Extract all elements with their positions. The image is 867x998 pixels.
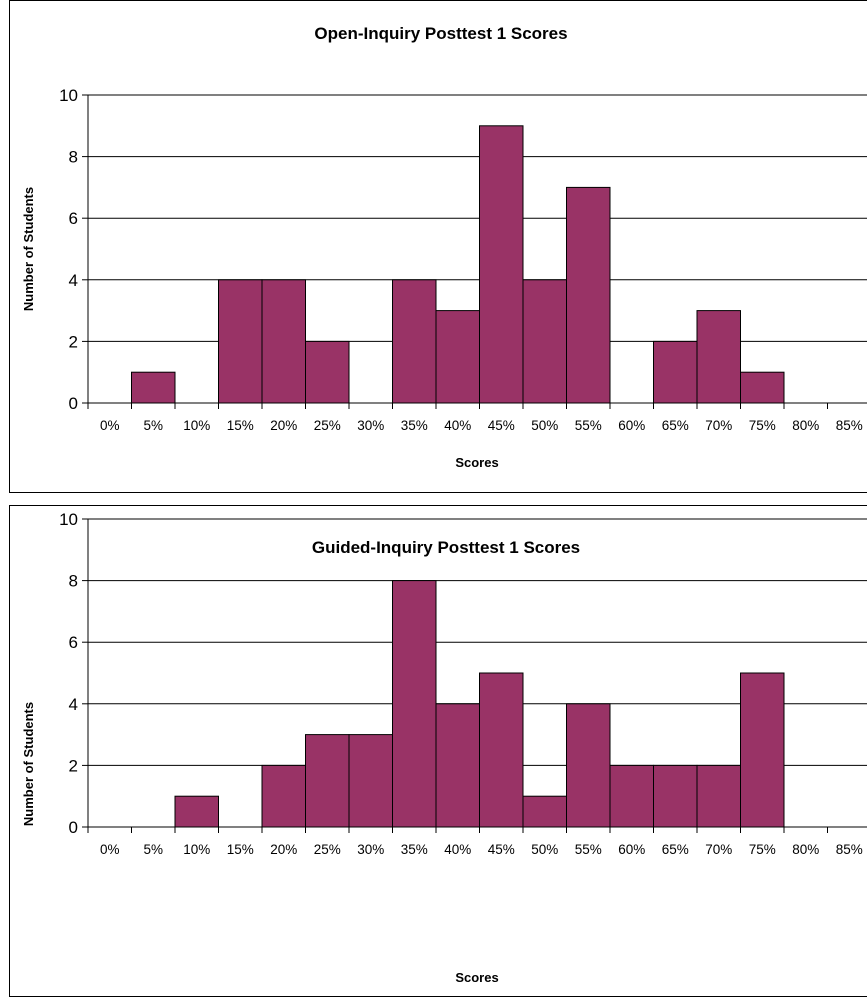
guided-inquiry-chart: Guided-Inquiry Posttest 1 Scores Number … [21,510,867,985]
x-tick-label: 85% [836,842,863,857]
bar [174,795,219,828]
bar [740,672,785,828]
bar [435,310,480,404]
bar [522,795,567,828]
x-tick-label: 80% [792,418,819,433]
x-tick-label: 35% [401,842,428,857]
x-tick-label: 10% [183,842,210,857]
x-tick-label: 65% [662,418,689,433]
x-tick-label: 85% [836,418,863,433]
bar [435,703,480,828]
x-tick-label: 80% [792,842,819,857]
bar [479,125,524,404]
x-tick-label: 25% [314,842,341,857]
bar [696,764,741,828]
x-tick-label: 5% [143,842,163,857]
y-tick-label: 10 [59,86,78,105]
x-tick-label: 30% [357,842,384,857]
x-tick-label: 25% [314,418,341,433]
y-tick-label: 4 [69,271,78,290]
x-tick-label: 15% [227,418,254,433]
y-tick-label: 8 [69,572,78,591]
x-axis-label: Scores [455,970,498,985]
x-tick-label: 50% [531,842,558,857]
x-tick-label: 35% [401,418,428,433]
y-tick-label: 0 [69,818,78,837]
bar [522,279,567,404]
x-tick-label: 5% [143,418,163,433]
x-tick-label: 20% [270,842,297,857]
y-tick-label: 10 [59,510,78,529]
y-tick-label: 4 [69,695,78,714]
chart-panel-guided-inquiry: Guided-Inquiry Posttest 1 Scores Number … [9,505,867,997]
x-tick-label: 15% [227,842,254,857]
x-tick-label: 30% [357,418,384,433]
bar [566,703,611,828]
x-tick-label: 45% [488,842,515,857]
chart-title: Guided-Inquiry Posttest 1 Scores [312,538,580,557]
bar [131,371,176,404]
x-axis-label: Scores [455,455,498,470]
x-tick-label: 40% [444,418,471,433]
open-inquiry-chart: Open-Inquiry Posttest 1 Scores Number of… [21,24,867,470]
x-tick-label: 20% [270,418,297,433]
plot-area: 0 2 4 6 8 10 0% 5% 10% 15% 20% 25% 30% 35% 40% 45% 50% 55… [59,510,867,857]
x-tick-label: 70% [705,418,732,433]
x-tick-label: 60% [618,418,645,433]
bar [392,580,437,828]
x-tick-label: 75% [749,418,776,433]
x-tick-label: 10% [183,418,210,433]
x-tick-label: 65% [662,842,689,857]
bar [653,764,698,828]
y-tick-label: 6 [69,209,78,228]
chart-title: Open-Inquiry Posttest 1 Scores [314,24,567,43]
bar [305,340,350,404]
x-tick-label: 55% [575,842,602,857]
y-tick-label: 8 [69,148,78,167]
y-axis-label: Number of Students [21,187,36,311]
bar [392,279,437,404]
x-tick-label: 55% [575,418,602,433]
x-tick-label: 75% [749,842,776,857]
x-tick-label: 40% [444,842,471,857]
bar [305,734,350,828]
x-tick-label: 0% [100,418,120,433]
x-tick-label: 70% [705,842,732,857]
x-tick-label: 0% [100,842,120,857]
y-tick-label: 6 [69,633,78,652]
bar [348,734,393,828]
bar [653,340,698,404]
bar [740,371,785,404]
y-tick-label: 2 [69,332,78,351]
bar [609,764,654,828]
plot-area: 0 2 4 6 8 10 0% 5% 10% 15% 20% 25% 30% 35% 40% 45% 50% 55… [59,86,867,433]
bar [218,279,263,404]
y-tick-label: 0 [69,394,78,413]
bar [696,310,741,404]
bar [261,764,306,828]
x-tick-label: 60% [618,842,645,857]
x-tick-label: 45% [488,418,515,433]
bar [479,672,524,828]
chart-panel-open-inquiry: Open-Inquiry Posttest 1 Scores Number of… [9,0,867,493]
y-tick-label: 2 [69,756,78,775]
bar [261,279,306,404]
y-axis-label: Number of Students [21,702,36,826]
x-tick-label: 50% [531,418,558,433]
bar [566,186,611,404]
